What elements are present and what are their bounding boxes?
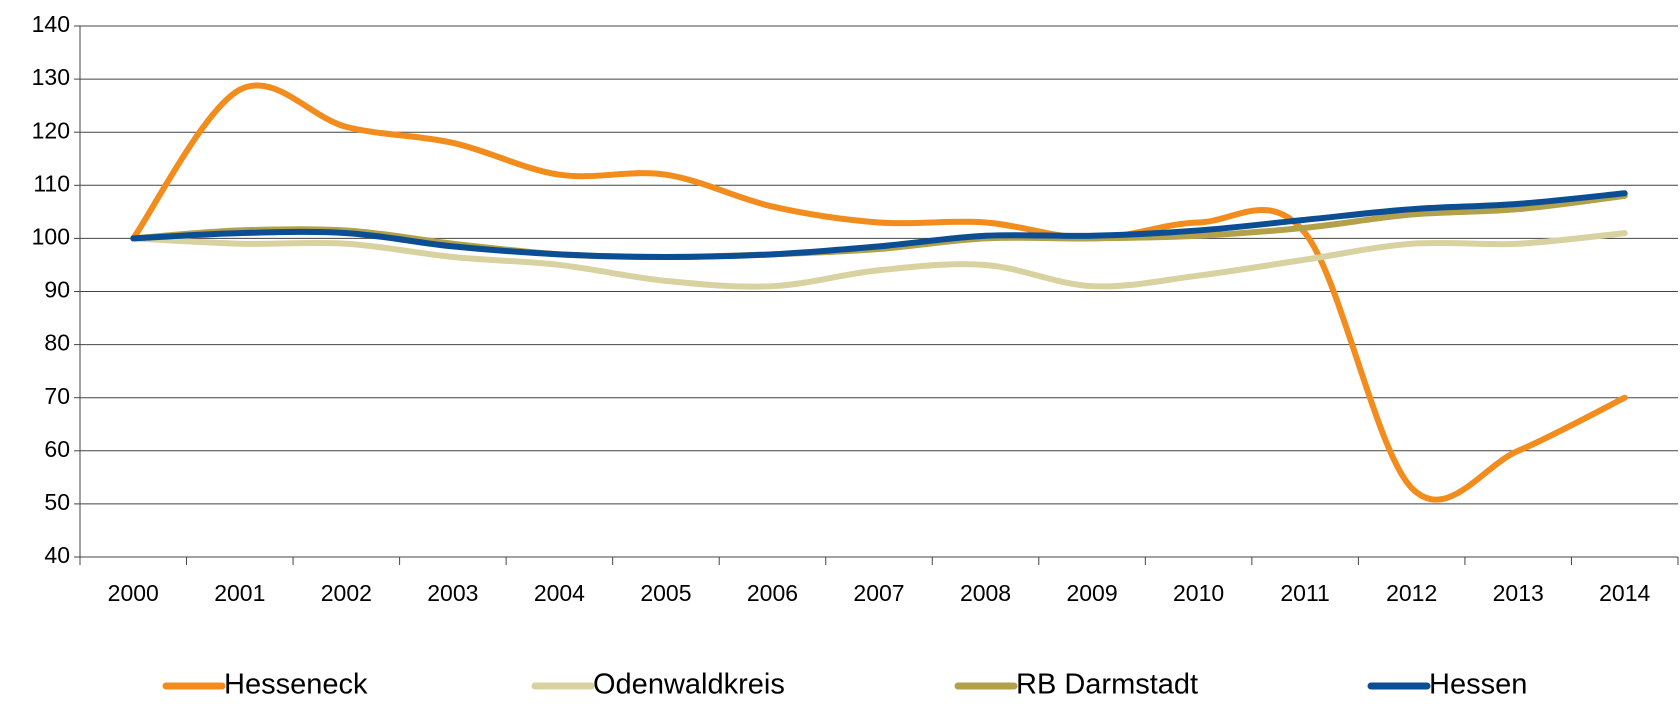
x-tick-label: 2000 — [108, 580, 159, 606]
y-tick-label: 100 — [32, 223, 70, 249]
x-tick-label: 2008 — [960, 580, 1011, 606]
x-tick-label: 2006 — [747, 580, 798, 606]
legend-label: Hesseneck — [224, 669, 368, 701]
legend-label: Odenwaldkreis — [593, 669, 785, 701]
y-tick-label: 60 — [44, 436, 70, 462]
series-line — [130, 190, 1628, 260]
x-tick-label: 2005 — [640, 580, 691, 606]
y-tick-label: 70 — [44, 383, 70, 409]
x-tick-label: 2004 — [534, 580, 585, 606]
x-tick-label: 2012 — [1386, 580, 1437, 606]
x-tick-label: 2001 — [214, 580, 265, 606]
y-tick-label: 50 — [44, 489, 70, 515]
x-tick-label: 2010 — [1173, 580, 1224, 606]
x-tick-label: 2002 — [321, 580, 372, 606]
y-tick-label: 40 — [44, 542, 70, 568]
x-tick-label: 2003 — [427, 580, 478, 606]
y-tick-label: 130 — [32, 64, 70, 90]
x-tick-label: 2009 — [1066, 580, 1117, 606]
y-tick-label: 110 — [33, 170, 70, 196]
y-tick-label: 80 — [44, 330, 70, 356]
x-tick-label: 2007 — [853, 580, 904, 606]
series-line — [130, 82, 1628, 503]
y-tick-label: 90 — [44, 277, 70, 303]
x-tick-label: 2014 — [1599, 580, 1650, 606]
x-tick-label: 2013 — [1493, 580, 1544, 606]
legend-label: Hessen — [1429, 669, 1527, 701]
y-tick-label: 140 — [32, 11, 70, 37]
x-tick-label: 2011 — [1280, 580, 1329, 606]
series-line — [130, 230, 1628, 290]
y-tick-label: 120 — [32, 117, 70, 143]
legend-label: RB Darmstadt — [1016, 669, 1198, 701]
